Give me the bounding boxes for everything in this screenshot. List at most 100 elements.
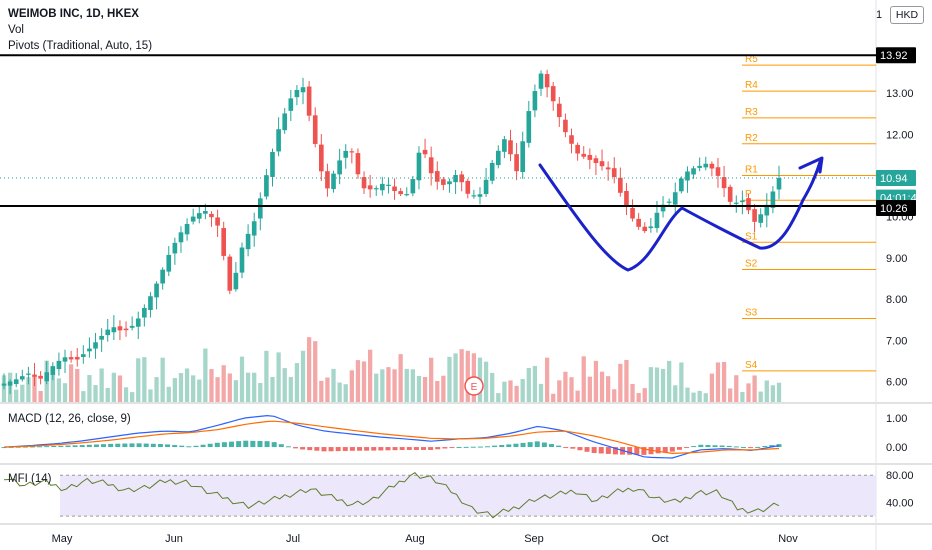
pivots-indicator-label[interactable]: Pivots (Traditional, Auto, 15): [8, 40, 153, 52]
mfi-legend[interactable]: MFI (14): [8, 473, 52, 485]
macd-histogram-bar: [548, 444, 554, 448]
volume-bar: [300, 350, 306, 402]
macd-histogram-bar: [627, 447, 633, 455]
macd-histogram-bar: [449, 447, 455, 449]
candle-body: [74, 356, 80, 360]
volume-bar: [68, 364, 74, 402]
volume-bar: [160, 357, 165, 402]
volume-bar: [325, 377, 330, 402]
candle-body: [87, 348, 92, 352]
macd-histogram-bar: [684, 447, 690, 449]
candle-body: [306, 86, 312, 116]
macd-histogram-bar: [691, 446, 697, 448]
candle-body: [270, 151, 275, 177]
macd-histogram-bar: [584, 447, 590, 452]
macd-histogram-bar: [101, 444, 107, 448]
volume-bar: [459, 349, 464, 402]
candle-body: [489, 162, 495, 181]
candle-body: [349, 151, 355, 153]
macd-histogram-bar: [740, 446, 746, 448]
candle-body: [264, 175, 269, 197]
candle-body: [599, 161, 605, 167]
candle-body: [190, 216, 196, 222]
candle-body: [172, 242, 178, 254]
volume-bar: [654, 367, 660, 402]
macd-histogram-bar: [58, 445, 64, 448]
volume-bar: [642, 388, 647, 402]
volume-bar: [374, 373, 379, 402]
earnings-badge-letter: E: [471, 382, 478, 393]
volume-bar: [587, 376, 592, 402]
mfi-tick-label: 80.00: [886, 470, 914, 482]
volume-bar: [483, 361, 489, 402]
macd-histogram-bar: [492, 445, 498, 448]
volume-bar: [380, 369, 385, 402]
macd-histogram-bar: [250, 440, 256, 448]
candle-body: [319, 144, 324, 172]
support-price-tag-bg: [876, 200, 916, 217]
macd-histogram-bar: [563, 447, 569, 449]
volume-bar: [93, 385, 98, 402]
volume-bar: [276, 352, 281, 402]
volume-bar: [581, 356, 586, 402]
macd-histogram-bar: [748, 447, 754, 449]
volume-bar: [258, 382, 263, 402]
candle-body: [691, 168, 696, 175]
macd-legend[interactable]: MACD (12, 26, close, 9): [8, 413, 131, 425]
candle-body: [514, 154, 519, 172]
volume-bar: [703, 393, 708, 402]
macd-histogram-bar: [186, 446, 192, 448]
volume-bar: [538, 383, 544, 402]
macd-histogram-bar: [165, 444, 171, 448]
currency-button[interactable]: HKD: [890, 6, 924, 24]
volume-bar: [184, 368, 190, 402]
volume-bar: [50, 371, 55, 402]
volume-bar: [178, 373, 184, 402]
volume-bar: [728, 388, 733, 402]
macd-histogram-bar: [463, 446, 469, 448]
candle-body: [166, 254, 172, 272]
macd-histogram-bar: [221, 442, 227, 448]
volume-bar: [386, 367, 391, 402]
candle-body: [733, 202, 739, 204]
time-tick-label: Oct: [651, 533, 668, 545]
candle-body: [752, 209, 757, 222]
volume-bar: [508, 380, 513, 402]
macd-histogram-bar: [179, 445, 185, 448]
price-tick-label: 8.00: [886, 294, 907, 306]
macd-histogram-bar: [229, 441, 235, 448]
volume-bar: [660, 368, 666, 402]
volume-bar: [130, 392, 135, 402]
pivot-label: S4: [745, 360, 758, 371]
candle-body: [569, 135, 574, 144]
volume-bar: [691, 392, 696, 402]
candle-body: [135, 318, 141, 327]
candle-body: [605, 167, 611, 170]
macd-histogram-bar: [435, 447, 441, 450]
macd-histogram-bar: [726, 445, 732, 448]
volume-bar: [361, 361, 367, 402]
candle-body: [410, 179, 416, 194]
volume-bar: [99, 368, 104, 402]
candle-body: [642, 226, 648, 232]
candle-body: [160, 269, 165, 284]
symbol-title: WEIMOB INC, 1D, HKEX: [8, 8, 139, 20]
macd-histogram-bar: [676, 447, 682, 450]
macd-histogram-bar: [243, 440, 249, 448]
volume-bar: [368, 349, 373, 402]
candle-body: [434, 171, 440, 182]
macd-histogram-bar: [406, 447, 412, 450]
candle-body: [105, 329, 111, 336]
candle-body: [630, 207, 635, 219]
volume-bar: [349, 370, 354, 402]
volume-bar: [20, 384, 25, 402]
candle-body: [587, 154, 593, 160]
macd-histogram-bar: [271, 442, 277, 448]
macd-histogram-bar: [513, 443, 519, 448]
candle-body: [62, 357, 68, 362]
volume-indicator-label[interactable]: Vol: [8, 24, 24, 36]
macd-histogram-bar: [570, 447, 576, 449]
macd-histogram-bar: [122, 443, 128, 448]
volume-bar: [673, 385, 678, 402]
